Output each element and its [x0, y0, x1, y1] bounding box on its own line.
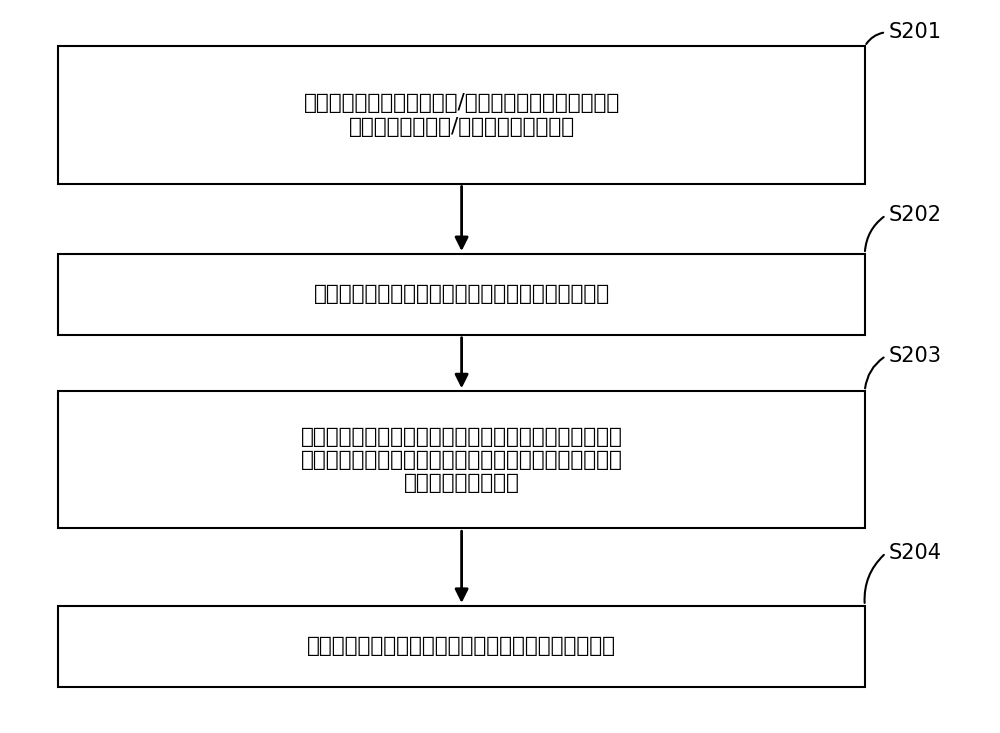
FancyBboxPatch shape [58, 254, 865, 335]
Text: S202: S202 [889, 205, 942, 225]
Text: 预先录入左手指纹信息或者/右手指纹信息，并存储所述
左手指纹信息或者/和所述右手指纹信息: 预先录入左手指纹信息或者/右手指纹信息，并存储所述 左手指纹信息或者/和所述右手… [303, 93, 620, 136]
Text: S201: S201 [889, 22, 942, 43]
Text: 根据所述识别的结果调整所述移动终端天线的辐射方向: 根据所述识别的结果调整所述移动终端天线的辐射方向 [307, 636, 616, 656]
FancyBboxPatch shape [58, 46, 865, 183]
Text: S204: S204 [889, 543, 942, 563]
FancyBboxPatch shape [58, 605, 865, 687]
Text: S203: S203 [889, 346, 942, 366]
Text: 获取移动终端上的指纹传感器当前检测到的指纹信息: 获取移动终端上的指纹传感器当前检测到的指纹信息 [314, 284, 610, 304]
FancyBboxPatch shape [58, 391, 865, 528]
Text: 将所述指纹信息与存储的左手指纹信息或者右手指纹信息
进行对比，根据所述比对的结果识别用户是否是左手持或
者右手持所述移动终: 将所述指纹信息与存储的左手指纹信息或者右手指纹信息 进行对比，根据所述比对的结果… [301, 427, 623, 493]
